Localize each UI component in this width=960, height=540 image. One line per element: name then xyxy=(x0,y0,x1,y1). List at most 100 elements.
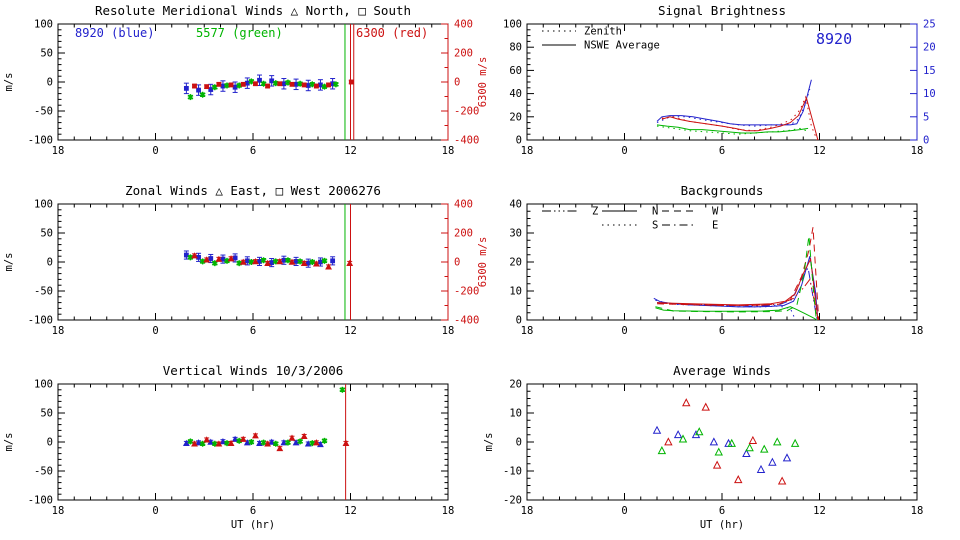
tick-mark xyxy=(211,441,218,446)
y-axis-label: m/s xyxy=(3,433,15,452)
marker-triangle xyxy=(346,259,354,266)
legend-label: E xyxy=(712,220,718,232)
marker-triangle xyxy=(312,439,320,446)
tick-mark xyxy=(284,80,291,85)
marker-triangle xyxy=(288,434,296,441)
tick-mark xyxy=(199,259,206,264)
line-series-5577-n xyxy=(655,306,818,321)
marker-square xyxy=(183,252,189,258)
annotation-8920: 8920 xyxy=(816,30,852,48)
marker-triangle xyxy=(288,258,296,265)
x-tick-label: 0 xyxy=(621,325,627,337)
marker-triangle xyxy=(215,440,223,447)
marker-triangle-open xyxy=(756,464,766,473)
line-series-6300-zenith xyxy=(661,95,818,141)
marker-triangle xyxy=(252,432,259,439)
x-tick-label: 18 xyxy=(442,505,455,517)
marker-triangle xyxy=(268,438,276,445)
marker-square xyxy=(348,79,354,85)
marker-square xyxy=(244,258,250,264)
marker-triangle xyxy=(252,258,259,265)
series-layer xyxy=(652,398,800,485)
x-tick-label: 18 xyxy=(442,145,455,157)
scatter-series-5577 xyxy=(657,427,800,456)
y-tick-label: 40 xyxy=(509,88,522,100)
x-tick-label: 18 xyxy=(521,505,534,517)
y-tick-label: -20 xyxy=(503,495,522,507)
panel-title: Zonal Winds △ East, □ West 2006276 xyxy=(125,183,381,198)
y-axis-label: m/s xyxy=(3,73,15,92)
marker-square xyxy=(318,259,323,265)
tick-mark xyxy=(211,261,218,266)
y-tick-label: 0 xyxy=(47,77,53,89)
tick-mark xyxy=(321,258,328,263)
x-tick-label: 6 xyxy=(250,505,256,517)
marker-triangle-open xyxy=(777,476,787,485)
marker-triangle xyxy=(276,444,284,452)
y-tick-label: 50 xyxy=(40,408,53,420)
right-tick-label: 0 xyxy=(454,77,460,89)
y-tick-label: -100 xyxy=(28,315,53,327)
line-series-6300-z xyxy=(658,278,819,321)
tick-mark xyxy=(224,441,230,446)
tick-mark xyxy=(248,259,255,265)
right-tick-label: -400 xyxy=(454,315,479,327)
marker-triangle xyxy=(342,439,350,446)
right-tick-label: 10 xyxy=(923,88,936,100)
x-tick-label: 6 xyxy=(719,325,725,337)
y-tick-label: -50 xyxy=(34,286,53,298)
tick-mark xyxy=(297,259,304,264)
marker-triangle-open xyxy=(734,475,743,484)
marker-square xyxy=(196,254,201,260)
x-tick-label: 18 xyxy=(911,325,924,337)
marker-triangle xyxy=(191,440,198,447)
marker-triangle-open xyxy=(682,398,691,407)
marker-square xyxy=(208,256,214,261)
y-tick-label: -100 xyxy=(28,495,53,507)
panel-title: Average Winds xyxy=(673,363,771,378)
marker-triangle-open xyxy=(678,434,688,443)
marker-square xyxy=(257,77,262,83)
x-tick-label: 18 xyxy=(911,145,924,157)
marker-triangle xyxy=(215,255,223,262)
tick-mark xyxy=(309,259,316,265)
right-tick-label: 5 xyxy=(923,111,929,123)
marker-square xyxy=(196,87,201,93)
marker-square xyxy=(313,83,319,89)
legend-label: S xyxy=(652,220,658,232)
scatter-series-6300 xyxy=(192,79,354,90)
marker-square xyxy=(305,260,311,266)
marker-triangle-open xyxy=(727,438,736,447)
right-axis-label: 6300 m/s xyxy=(477,237,489,288)
scatter-series-5577 xyxy=(187,386,346,447)
marker-square xyxy=(318,82,323,88)
marker-triangle xyxy=(292,439,300,446)
x-tick-label: 0 xyxy=(152,325,158,337)
y-tick-label: 0 xyxy=(47,437,53,449)
tick-mark xyxy=(297,439,304,444)
marker-triangle xyxy=(239,435,247,442)
marker-square xyxy=(220,256,226,262)
tick-mark xyxy=(248,79,255,84)
right-axis-label: 6300 m/s xyxy=(477,57,489,108)
marker-triangle xyxy=(207,438,215,445)
series-layer xyxy=(183,204,354,320)
scatter-series-5577 xyxy=(187,254,328,267)
annotation-6300-(red): 6300 (red) xyxy=(356,26,428,40)
tick-mark xyxy=(187,255,194,260)
y-tick-label: -50 xyxy=(34,106,53,118)
marker-square xyxy=(301,82,307,88)
legend-label: Z xyxy=(592,206,598,218)
x-tick-label: 6 xyxy=(719,505,725,517)
y-tick-label: 100 xyxy=(34,379,53,391)
marker-triangle-open xyxy=(712,460,722,469)
y-axis-label: m/s xyxy=(483,433,495,452)
marker-square xyxy=(277,81,283,87)
right-tick-label: 200 xyxy=(454,228,473,240)
marker-triangle xyxy=(182,439,190,446)
x-tick-label: 12 xyxy=(813,505,826,517)
marker-square xyxy=(281,257,287,263)
marker-triangle-open xyxy=(709,437,719,446)
y-tick-label: 100 xyxy=(34,199,53,211)
